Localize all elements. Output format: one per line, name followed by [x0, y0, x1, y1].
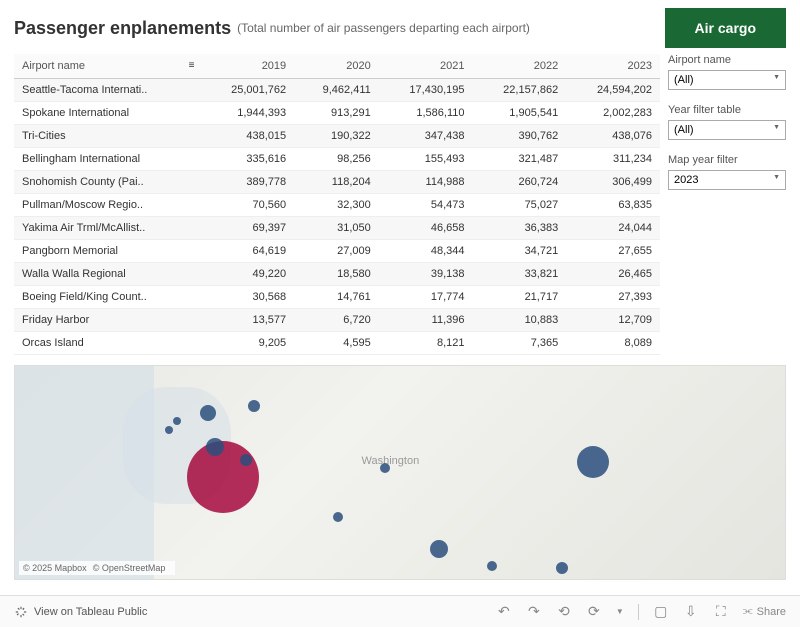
map-year-filter-select[interactable]: 2023 [668, 170, 786, 190]
table-row[interactable]: Pangborn Memorial64,61927,00948,34434,72… [14, 240, 660, 263]
map[interactable]: Washington © 2025 Mapbox© OpenStreetMap [14, 365, 786, 580]
refresh-icon[interactable]: ⟳ [586, 604, 602, 620]
table-row[interactable]: Yakima Air Trml/McAllist..69,39731,05046… [14, 217, 660, 240]
map-bubble[interactable] [240, 454, 252, 466]
table-row[interactable]: Walla Walla Regional49,22018,58039,13833… [14, 263, 660, 286]
view-on-tableau-link[interactable]: View on Tableau Public [34, 606, 147, 618]
airport-filter-label: Airport name [668, 54, 786, 66]
table-row[interactable]: Orcas Island9,2054,5958,1217,3658,089 [14, 332, 660, 355]
column-header[interactable]: 2020 [294, 54, 379, 79]
table-row[interactable]: Spokane International1,944,393913,2911,5… [14, 102, 660, 125]
year-table-filter-select[interactable]: (All) [668, 120, 786, 140]
dropdown-caret-icon[interactable]: ▼ [616, 607, 624, 616]
tableau-icon [14, 605, 28, 619]
page-subtitle: (Total number of air passengers departin… [237, 21, 530, 35]
table-row[interactable]: Seattle-Tacoma Internati..25,001,7629,46… [14, 79, 660, 102]
revert-icon[interactable]: ⟲ [556, 604, 572, 620]
map-bubble[interactable] [556, 562, 568, 574]
state-label: Washington [362, 455, 420, 467]
map-bubble[interactable] [380, 463, 390, 473]
share-button[interactable]: ⫘ Share [743, 605, 786, 618]
column-header[interactable]: 2023 [566, 54, 660, 79]
data-table: Airport name≡20192020202120222023 Seattl… [14, 54, 660, 355]
table-row[interactable]: Bellingham International335,61698,256155… [14, 148, 660, 171]
table-row[interactable]: Boeing Field/King Count..30,56814,76117,… [14, 286, 660, 309]
map-bubble[interactable] [165, 426, 173, 434]
map-bubble[interactable] [206, 438, 224, 456]
airport-filter-select[interactable]: (All) [668, 70, 786, 90]
download-icon[interactable]: ⇩ [683, 604, 699, 620]
table-row[interactable]: Snohomish County (Pai..389,778118,204114… [14, 171, 660, 194]
map-bubble[interactable] [487, 561, 497, 571]
table-row[interactable]: Tri-Cities438,015190,322347,438390,76243… [14, 125, 660, 148]
table-row[interactable]: Friday Harbor13,5776,72011,39610,88312,7… [14, 309, 660, 332]
map-year-filter-label: Map year filter [668, 154, 786, 166]
presentation-icon[interactable]: ▢ [653, 604, 669, 620]
year-table-filter-label: Year filter table [668, 104, 786, 116]
page-title: Passenger enplanements [14, 18, 231, 39]
undo-icon[interactable]: ↶ [496, 604, 512, 620]
map-bubble[interactable] [333, 512, 343, 522]
air-cargo-button[interactable]: Air cargo [665, 8, 786, 48]
share-icon: ⫘ [743, 605, 753, 618]
fullscreen-icon[interactable]: ⛶ [713, 604, 729, 620]
table-row[interactable]: Pullman/Moscow Regio..70,56032,30054,473… [14, 194, 660, 217]
map-bubble[interactable] [200, 405, 216, 421]
sort-icon[interactable]: ≡ [189, 60, 195, 71]
redo-icon[interactable]: ↷ [526, 604, 542, 620]
map-bubble[interactable] [173, 417, 181, 425]
map-bubble[interactable] [248, 400, 260, 412]
column-header[interactable]: 2021 [379, 54, 473, 79]
map-bubble[interactable] [430, 540, 448, 558]
divider [638, 604, 639, 620]
column-header[interactable]: Airport name≡ [14, 54, 200, 79]
column-header[interactable]: 2022 [472, 54, 566, 79]
map-attribution: © 2025 Mapbox© OpenStreetMap [19, 561, 175, 575]
column-header[interactable]: 2019 [200, 54, 294, 79]
map-bubble[interactable] [577, 446, 609, 478]
